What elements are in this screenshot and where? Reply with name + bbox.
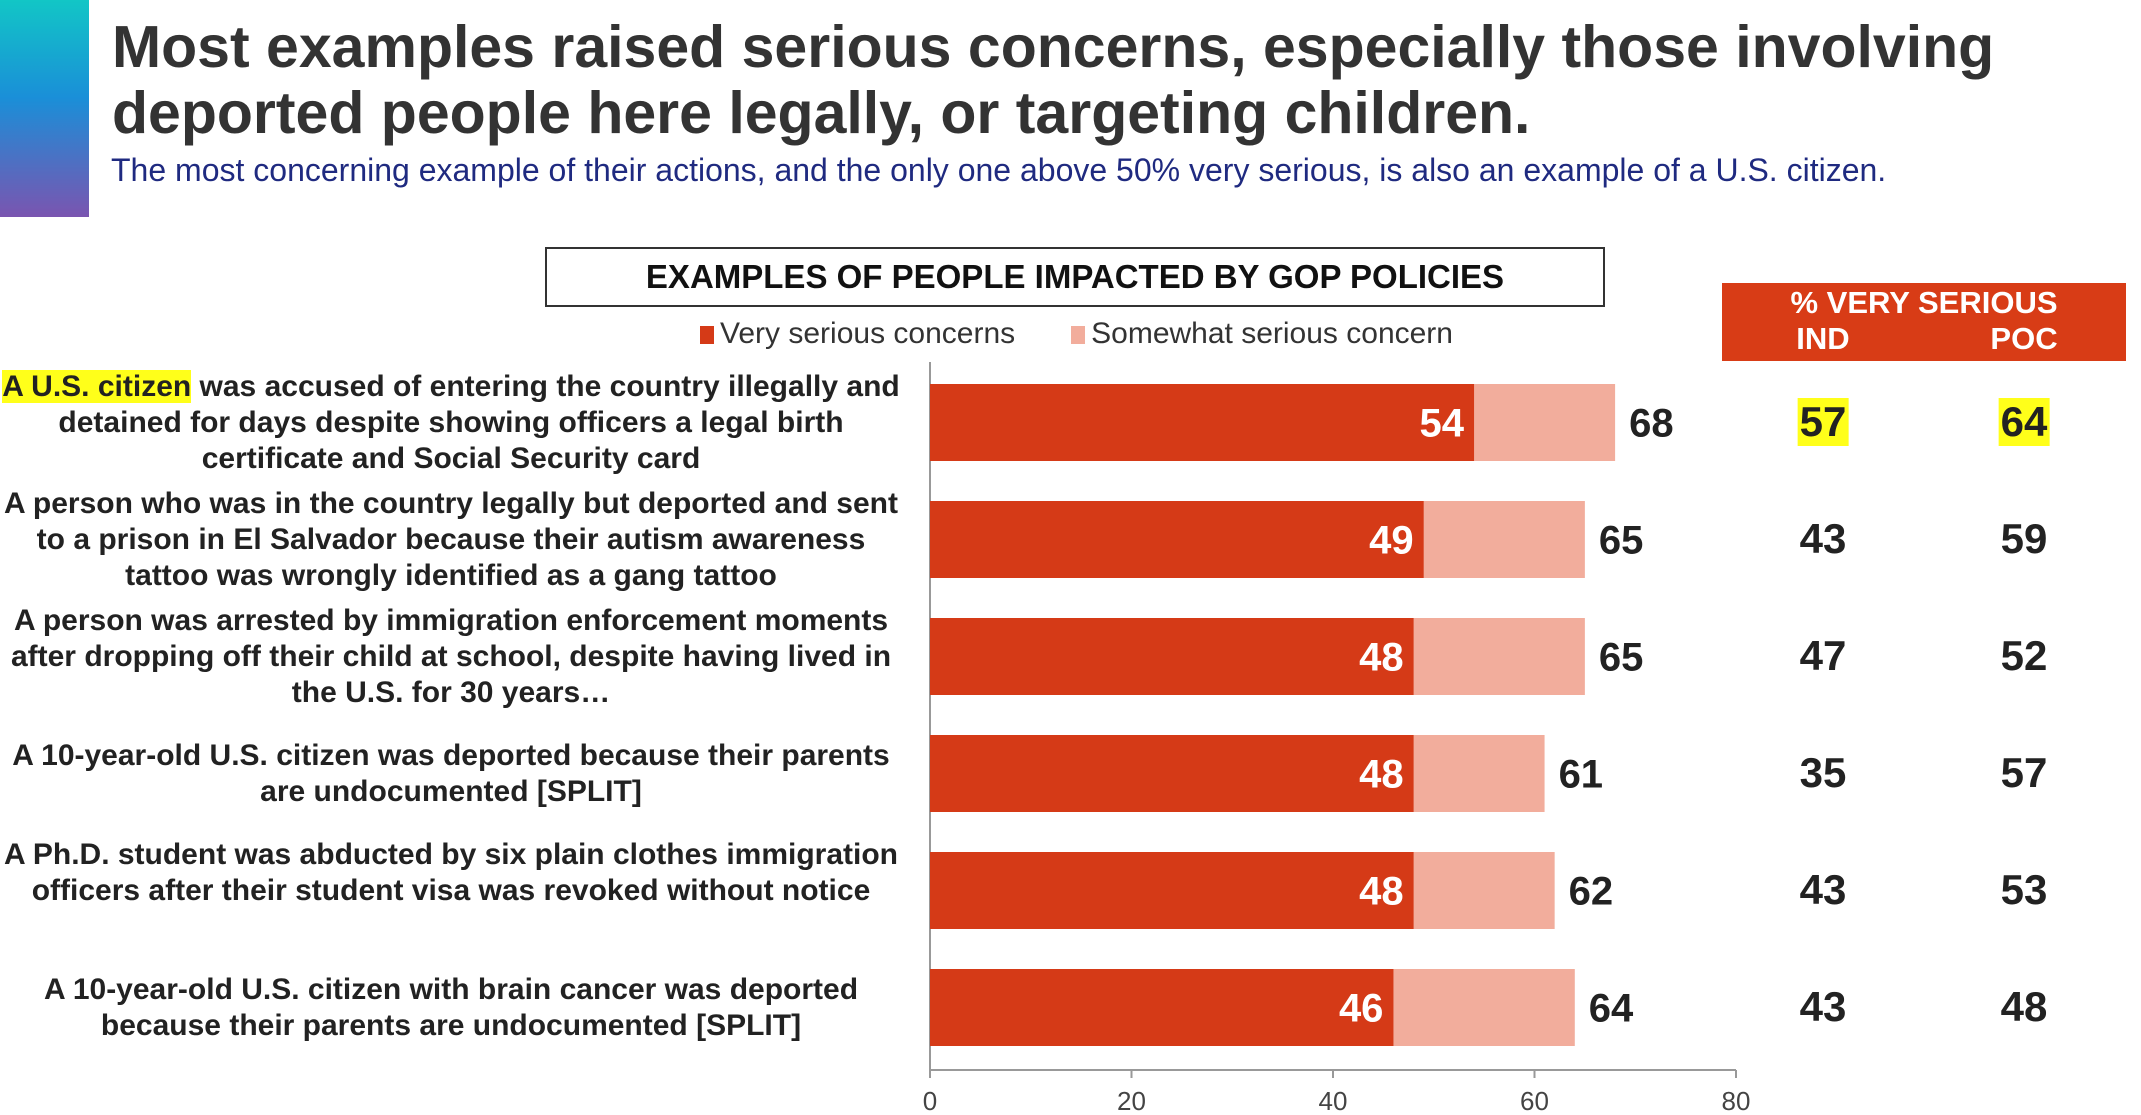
ind-value: 43 (1799, 983, 1847, 1030)
chart-legend: Very serious concerns Somewhat serious c… (700, 317, 1453, 351)
col-poc-header: POC (1990, 321, 2058, 356)
x-tick-label: 20 (1117, 1086, 1146, 1115)
ind-value: 57 (1797, 398, 1849, 446)
legend-somewhat-serious: Somewhat serious concern (1071, 317, 1453, 351)
poc-value: 59 (2000, 515, 2048, 562)
bar-very-serious (930, 852, 1414, 929)
bar-very-serious (930, 618, 1414, 695)
x-tick-label: 60 (1520, 1086, 1549, 1115)
accent-gradient-bar (0, 0, 89, 217)
highlighted-text: A U.S. citizen (2, 369, 192, 403)
side-table-header: % VERY SERIOUS IND POC (1722, 283, 2126, 361)
bar-value-label: 48 (1359, 753, 1404, 797)
poc-value: 52 (2000, 632, 2048, 679)
legend-very-serious: Very serious concerns (700, 317, 1015, 351)
bar-value-label: 49 (1369, 519, 1414, 563)
row-label-text: was accused of entering the country ille… (58, 369, 900, 475)
side-table-title: % VERY SERIOUS (1790, 285, 2058, 320)
ind-value: 35 (1799, 749, 1847, 796)
row-label-text: A person was arrested by immigration enf… (10, 603, 892, 709)
row-label: A U.S. citizen was accused of entering t… (1, 369, 901, 477)
chart-title: EXAMPLES OF PEOPLE IMPACTED BY GOP POLIC… (545, 247, 1605, 307)
poc-value: 57 (2000, 749, 2048, 796)
poc-value: 64 (1998, 398, 2050, 446)
bar-value-label: 48 (1359, 870, 1404, 914)
ind-value: 43 (1799, 866, 1847, 913)
row-label-text: A Ph.D. student was abducted by six plai… (3, 837, 899, 907)
row-label: A 10-year-old U.S. citizen was deported … (1, 738, 901, 810)
page-title: Most examples raised serious concerns, e… (112, 14, 1995, 146)
page-subtitle: The most concerning example of their act… (111, 152, 1887, 188)
total-value-label: 65 (1599, 519, 1644, 563)
poc-value: 48 (2000, 983, 2048, 1030)
bar-very-serious (930, 735, 1414, 812)
col-ind-header: IND (1796, 321, 1850, 356)
legend-swatch-very (700, 326, 714, 344)
total-value-label: 64 (1589, 987, 1634, 1031)
bar-value-label: 54 (1420, 402, 1465, 446)
row-label-text: A 10-year-old U.S. citizen was deported … (12, 738, 890, 808)
bar-very-serious (930, 969, 1394, 1046)
total-value-label: 68 (1629, 402, 1674, 446)
total-value-label: 65 (1599, 636, 1644, 680)
row-label: A 10-year-old U.S. citizen with brain ca… (1, 972, 901, 1044)
bar-value-label: 46 (1339, 987, 1384, 1031)
row-label: A person who was in the country legally … (1, 486, 901, 594)
row-label: A person was arrested by immigration enf… (1, 603, 901, 711)
x-tick-label: 80 (1722, 1086, 1751, 1115)
total-value-label: 61 (1559, 753, 1604, 797)
row-label-text: A 10-year-old U.S. citizen with brain ca… (43, 972, 859, 1042)
total-value-label: 62 (1569, 870, 1614, 914)
bar-very-serious (930, 501, 1424, 578)
x-tick-label: 0 (923, 1086, 937, 1115)
ind-value: 43 (1799, 515, 1847, 562)
row-label-text: A person who was in the country legally … (4, 486, 898, 592)
bar-value-label: 48 (1359, 636, 1404, 680)
row-label: A Ph.D. student was abducted by six plai… (1, 837, 901, 909)
x-tick-label: 40 (1319, 1086, 1348, 1115)
ind-value: 47 (1799, 632, 1847, 679)
bar-very-serious (930, 384, 1475, 461)
poc-value: 53 (2000, 866, 2048, 913)
legend-swatch-somewhat (1071, 326, 1086, 344)
